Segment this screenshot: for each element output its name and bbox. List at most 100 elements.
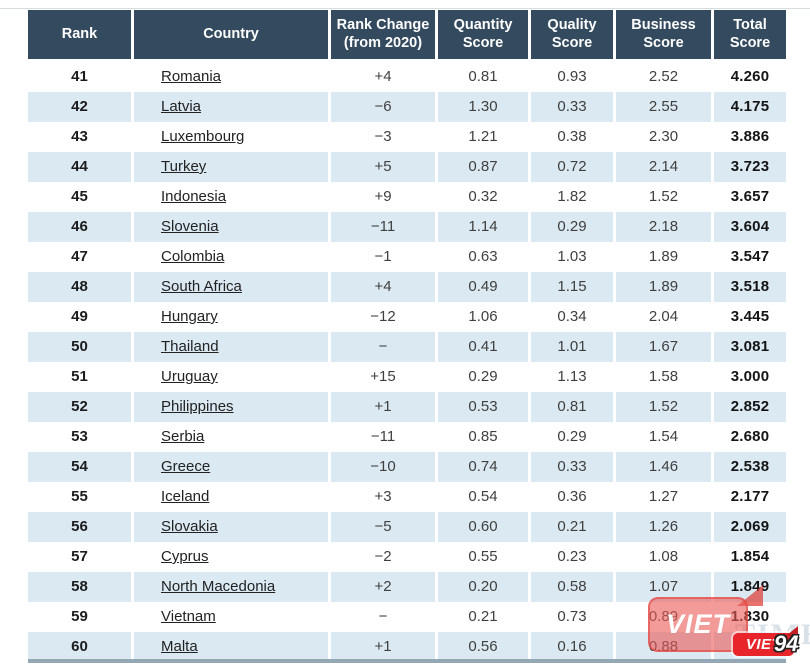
cell-quality: 0.23 [557, 548, 587, 565]
cell-business: 2.18 [616, 212, 711, 242]
country-link[interactable]: Slovenia [161, 218, 219, 235]
cell-quantity: 0.32 [468, 188, 498, 205]
header-label: Business [631, 16, 696, 33]
table-row: 51 Uruguay +15 0.29 1.13 1.58 3.000 [28, 362, 786, 392]
cell-rank-change: +4 [374, 68, 392, 85]
cell-quantity: 0.53 [438, 392, 528, 422]
cell-quality: 0.72 [531, 152, 613, 182]
cell-rank: 42 [28, 92, 131, 122]
cell-quality: 0.21 [531, 512, 613, 542]
country-link[interactable]: Slovakia [161, 518, 218, 535]
country-link[interactable]: Turkey [161, 158, 207, 175]
cell-rank: 45 [71, 188, 88, 205]
country-link[interactable]: South Africa [161, 278, 242, 295]
cell-total: 3.547 [730, 248, 770, 265]
country-link[interactable]: Vietnam [161, 608, 216, 625]
cell-quantity: 0.87 [438, 152, 528, 182]
country-link[interactable]: Uruguay [161, 368, 218, 385]
table-row: 43 Luxembourg −3 1.21 0.38 2.30 3.886 [28, 122, 786, 152]
cell-rank: 46 [28, 212, 131, 242]
column-header-rank: Rank [28, 10, 131, 59]
header-label: Score [551, 34, 593, 51]
cell-total: 2.852 [714, 392, 786, 422]
cell-rank-change: −10 [331, 452, 435, 482]
cell-business: 2.30 [648, 128, 679, 145]
country-link[interactable]: Malta [161, 638, 198, 655]
country-link[interactable]: Iceland [161, 488, 210, 505]
country-link[interactable]: North Macedonia [161, 578, 276, 595]
header-label: Rank [61, 25, 98, 42]
country-link[interactable]: Thailand [161, 338, 219, 355]
cell-business: 1.89 [648, 248, 679, 265]
viettimes-badge-text: VIET [745, 636, 782, 653]
cell-rank-change: −2 [374, 548, 392, 565]
cell-quality: 0.38 [557, 128, 587, 145]
country-link[interactable]: Colombia [161, 248, 225, 265]
column-header-rank-change: Rank Change (from 2020) [331, 10, 435, 59]
cell-rank: 55 [71, 488, 88, 505]
viettimes-watermark-logo: VIET [648, 597, 748, 652]
cell-country: Latvia [134, 92, 328, 122]
viettimes-badge-fold [786, 626, 798, 636]
header-label: Quantity [453, 16, 513, 33]
country-link[interactable]: Indonesia [161, 188, 227, 205]
cell-quality: 1.03 [557, 248, 587, 265]
ranking-table: Rank Country Rank Change (from 2020) Qua… [28, 10, 786, 662]
cell-quality: 0.34 [557, 308, 587, 325]
cell-rank-change: −12 [370, 308, 396, 325]
cell-rank-change: − [331, 332, 435, 362]
cell-business: 1.46 [616, 452, 711, 482]
cell-total: 3.445 [730, 308, 770, 325]
cell-business: 2.14 [616, 152, 711, 182]
cell-rank-change: +1 [331, 392, 435, 422]
cell-quantity: 0.63 [468, 248, 498, 265]
cell-quantity: 0.81 [468, 68, 498, 85]
cell-rank-change: −3 [374, 128, 392, 145]
viettimes-badge-suffix: 94 [774, 631, 799, 656]
country-link[interactable]: Serbia [161, 428, 205, 445]
cell-rank: 52 [28, 392, 131, 422]
column-header-country: Country [134, 10, 328, 59]
cell-total: 3.000 [730, 368, 770, 385]
cell-business: 1.52 [648, 188, 679, 205]
cell-quality: 0.33 [531, 452, 613, 482]
cell-total: 3.081 [714, 332, 786, 362]
table-row: 45 Indonesia +9 0.32 1.82 1.52 3.657 [28, 182, 786, 212]
cell-total: 3.723 [714, 152, 786, 182]
country-link[interactable]: Latvia [161, 98, 202, 115]
cell-country: Philippines [134, 392, 328, 422]
country-link[interactable]: Cyprus [161, 548, 209, 565]
next-table-edge [28, 659, 786, 663]
cell-total: 2.538 [714, 452, 786, 482]
header-label: Quality [547, 16, 597, 33]
cell-country: Indonesia [134, 182, 328, 212]
country-link[interactable]: Romania [161, 68, 222, 85]
header-label: Country [203, 25, 259, 42]
cell-country: Hungary [134, 302, 328, 332]
cell-rank: 58 [28, 572, 131, 602]
country-link[interactable]: Greece [161, 458, 211, 475]
cell-country: Turkey [134, 152, 328, 182]
table-row: 53 Serbia −11 0.85 0.29 1.54 2.680 [28, 422, 786, 452]
cell-rank: 56 [28, 512, 131, 542]
cell-rank: 60 [28, 632, 131, 662]
cell-total: 3.604 [714, 212, 786, 242]
cell-business: 1.27 [648, 488, 679, 505]
cell-quality: 0.29 [557, 428, 587, 445]
header-label: Score [729, 34, 771, 51]
cell-quality: 0.81 [531, 392, 613, 422]
table-header: Rank Country Rank Change (from 2020) Qua… [28, 10, 786, 59]
cell-quality: 1.13 [557, 368, 587, 385]
cell-quantity: 0.21 [468, 608, 498, 625]
cell-business: 2.52 [648, 68, 679, 85]
country-link[interactable]: Hungary [161, 308, 218, 325]
country-link[interactable]: Luxembourg [161, 128, 245, 145]
cell-quality: 0.93 [557, 68, 587, 85]
cell-business: 1.08 [648, 548, 679, 565]
cell-rank: 50 [28, 332, 131, 362]
cell-total: 1.854 [730, 548, 770, 565]
cell-quality: 0.33 [531, 92, 613, 122]
column-header-quality-score: Quality Score [531, 10, 613, 59]
country-link[interactable]: Philippines [161, 398, 234, 415]
